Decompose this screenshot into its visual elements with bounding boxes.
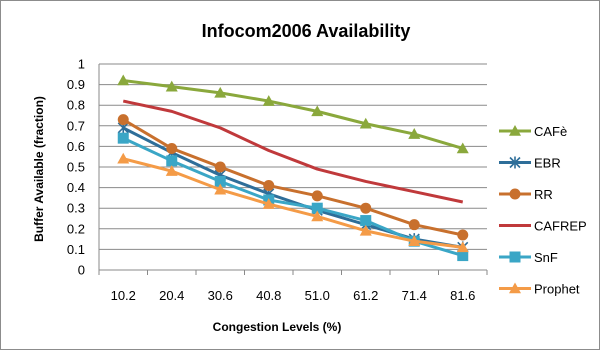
data-point bbox=[165, 165, 178, 176]
data-point bbox=[311, 202, 323, 214]
y-tick-label: 0 bbox=[78, 263, 85, 278]
y-tick-label: 0.7 bbox=[67, 118, 85, 133]
legend-item: Prophet bbox=[499, 282, 580, 297]
series-line bbox=[122, 118, 464, 237]
data-point bbox=[311, 210, 324, 222]
legend-item: CAFè bbox=[499, 124, 567, 139]
y-tick-label: 0.9 bbox=[67, 77, 85, 92]
y-tick-label: 0.3 bbox=[67, 201, 85, 216]
legend-marker bbox=[509, 251, 521, 263]
axes: 0 0.1 0.2 0.3 0.4 0.5 0.6 0.7 0.8 0.9 1 10.2 20.4 30.… bbox=[67, 57, 488, 303]
series-line bbox=[122, 157, 463, 249]
x-tick-label: 30.6 bbox=[208, 288, 233, 303]
legend-marker bbox=[509, 282, 521, 294]
series-line bbox=[123, 78, 464, 150]
data-point bbox=[214, 175, 226, 187]
series-prophet bbox=[117, 152, 469, 253]
series-line bbox=[122, 136, 464, 258]
chart-title: Infocom2006 Availability bbox=[202, 21, 411, 41]
y-tick-label: 0.1 bbox=[67, 242, 85, 257]
x-tick-label: 51.0 bbox=[305, 288, 330, 303]
y-tick-label: 0.6 bbox=[67, 139, 85, 154]
data-point bbox=[359, 117, 372, 129]
x-tick-label: 81.6 bbox=[450, 288, 475, 303]
x-tick-label: 61.2 bbox=[353, 288, 378, 303]
legend-label: RR bbox=[534, 187, 553, 202]
y-tick-label: 0.4 bbox=[67, 180, 85, 195]
series-line bbox=[122, 99, 464, 204]
data-point bbox=[311, 105, 324, 117]
legend-label: CAFREP bbox=[534, 219, 587, 234]
data-point bbox=[457, 250, 469, 262]
data-point bbox=[165, 80, 178, 92]
data-point bbox=[262, 95, 275, 106]
series-rr bbox=[117, 114, 469, 241]
legend-label: SnF bbox=[534, 250, 558, 265]
y-tick-label: 0.8 bbox=[67, 98, 85, 113]
y-tick-label: 0.2 bbox=[67, 221, 85, 236]
series-cafè bbox=[117, 74, 469, 154]
series-cafrep bbox=[122, 99, 464, 204]
data-point bbox=[360, 215, 372, 227]
legend-marker bbox=[509, 125, 521, 136]
legend-item: CAFREP bbox=[499, 219, 587, 234]
x-tick-label: 40.8 bbox=[256, 288, 281, 303]
legend-item: EBR bbox=[499, 156, 561, 171]
data-point bbox=[214, 161, 226, 173]
y-axis-title: Buffer Available (fraction) bbox=[32, 96, 46, 242]
grid bbox=[99, 63, 487, 250]
data-point bbox=[214, 183, 227, 195]
data-point bbox=[359, 224, 372, 236]
legend-label: EBR bbox=[534, 156, 561, 171]
series bbox=[117, 74, 469, 262]
x-tick-label: 71.4 bbox=[402, 288, 427, 303]
legend-item: RR bbox=[499, 187, 553, 202]
data-point bbox=[456, 142, 469, 154]
x-tick-label: 20.4 bbox=[159, 288, 184, 303]
data-point bbox=[408, 219, 420, 231]
data-point bbox=[117, 152, 130, 164]
data-point bbox=[456, 241, 469, 253]
data-point bbox=[117, 132, 129, 144]
data-point bbox=[408, 235, 421, 246]
data-point bbox=[166, 155, 178, 167]
data-point bbox=[311, 190, 323, 202]
data-point bbox=[457, 229, 469, 241]
data-point bbox=[214, 86, 227, 98]
data-point bbox=[117, 114, 129, 126]
legend-label: CAFè bbox=[534, 124, 567, 139]
legend: CAFè EBR RR CAFREP SnF Prophet bbox=[499, 124, 587, 297]
legend-label: Prophet bbox=[534, 282, 580, 297]
x-axis-title: Congestion Levels (%) bbox=[213, 320, 342, 334]
data-point bbox=[408, 128, 421, 139]
data-point bbox=[166, 142, 178, 154]
x-tick-label: 10.2 bbox=[111, 288, 136, 303]
data-point bbox=[262, 198, 275, 209]
legend-item: SnF bbox=[499, 250, 558, 265]
data-point bbox=[263, 180, 275, 192]
data-point bbox=[360, 202, 372, 214]
y-tick-label: 0.5 bbox=[67, 160, 85, 175]
y-tick-label: 1 bbox=[78, 57, 85, 72]
legend-marker bbox=[509, 156, 521, 169]
data-point bbox=[117, 74, 130, 86]
legend-marker bbox=[509, 188, 521, 200]
